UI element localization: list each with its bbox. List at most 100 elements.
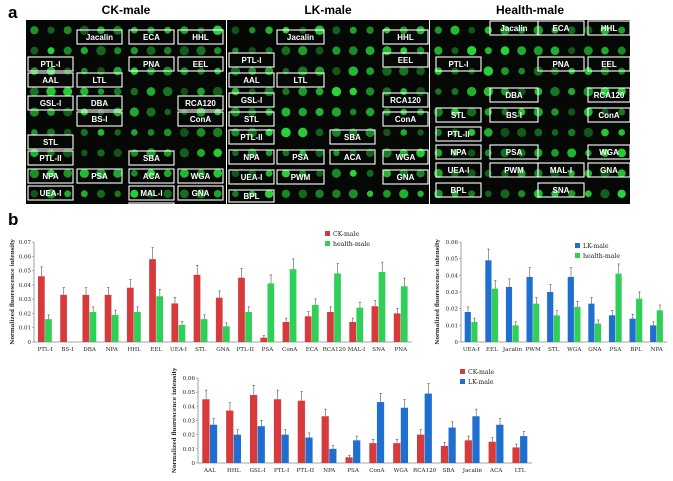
lectin-label-box: UEA-I — [228, 169, 275, 185]
fluorescence-spot — [617, 148, 627, 158]
lectin-label: Jacalin — [287, 33, 314, 42]
fluorescence-spot — [349, 87, 358, 96]
lectin-label-box: WGA — [382, 149, 429, 165]
array-title-ck: CK-male — [101, 3, 151, 17]
bar — [376, 402, 385, 463]
lectin-label: PWM — [504, 166, 524, 175]
fluorescence-spot — [433, 107, 443, 117]
fluorescence-spot — [63, 148, 73, 158]
bar — [38, 276, 45, 342]
fluorescence-spot — [163, 149, 172, 157]
fluorescence-spot — [366, 190, 374, 197]
fluorescence-spot — [348, 189, 358, 199]
lectin-label-box: HHL — [177, 29, 224, 45]
panel-a-letter: a — [8, 3, 18, 22]
x-tick-label: PTL-I — [274, 468, 289, 474]
bar-chart-lk-vs-health: 0 0.01 0.02 0.03 0.04 0.05 0.06 Normalized fluo… — [425, 225, 673, 360]
fluorescence-spot — [551, 129, 559, 136]
fluorescence-spot — [332, 46, 341, 55]
fluorescence-spot — [163, 46, 172, 55]
fluorescence-spot — [47, 128, 55, 137]
x-tick-label: STL — [195, 347, 207, 353]
fluorescence-spot — [80, 190, 88, 198]
bar — [393, 313, 401, 342]
fluorescence-spot — [30, 46, 39, 55]
lectin-label-box: PTL-I — [435, 56, 482, 72]
bar — [553, 315, 560, 342]
fluorescence-spot — [97, 129, 105, 136]
fluorescence-spot — [617, 189, 626, 198]
fluorescence-spot — [331, 168, 341, 178]
bar — [512, 325, 519, 342]
fluorescence-spot — [584, 190, 592, 198]
bar — [520, 436, 528, 463]
bar — [321, 416, 329, 463]
fluorescence-spot — [600, 148, 610, 157]
bar — [615, 273, 622, 342]
fluorescence-spot — [80, 47, 88, 55]
fluorescence-spot — [417, 129, 424, 136]
lectin-label: AAL — [243, 76, 260, 85]
fluorescence-spot — [130, 129, 138, 136]
lectin-label-box: AAL — [27, 72, 74, 88]
fluorescence-spot — [212, 86, 223, 97]
y-tick-label: 0.06 — [19, 254, 32, 260]
x-tick-label: SBA — [443, 468, 456, 474]
fluorescence-spot — [80, 128, 89, 137]
lectin-label-box: STL — [228, 111, 275, 127]
x-tick-label: PSA — [262, 347, 275, 353]
x-tick-label: NPA — [323, 468, 336, 474]
lectin-label: PSA — [506, 148, 523, 157]
legend-label: CK-male — [468, 369, 495, 376]
fluorescence-spot — [416, 148, 425, 158]
microarray-image-health-male: Jacalin ECA HHL PTL-I PNA EEL DBA RCA120 STL BS-I… — [430, 20, 630, 204]
microarray-svg: Jacalin ECA HHL PTL-I PNA EEL DBA RCA120 STL BS-I… — [433, 20, 630, 199]
fluorescence-spot — [601, 128, 609, 137]
y-tick-label: 0.01 — [19, 326, 31, 332]
fluorescence-spot — [618, 108, 626, 116]
fluorescence-spot — [467, 107, 477, 117]
lectin-label-box: ConA — [177, 111, 224, 127]
y-tick-label: 0 — [28, 340, 32, 346]
legend-label: LK-male — [583, 243, 609, 250]
lectin-label-box: PWM — [489, 162, 539, 178]
fluorescence-spot — [416, 87, 426, 97]
fluorescence-spot — [130, 189, 139, 198]
fluorescence-spot — [331, 107, 342, 117]
bar — [156, 296, 164, 342]
fluorescence-spot — [129, 107, 139, 117]
bar — [250, 395, 258, 463]
fluorescence-spot — [63, 169, 72, 178]
fluorescence-spot — [348, 66, 359, 76]
lectin-label: SBA — [143, 154, 160, 163]
y-tick-label: 0.04 — [183, 404, 196, 410]
bar-chart-ck-vs-lk: 0 0.01 0.02 0.03 0.04 0.05 0.06 Normalized fluo… — [160, 367, 540, 481]
fluorescence-spot — [47, 47, 55, 55]
lectin-label-box: ECA — [128, 29, 175, 45]
bar — [267, 283, 275, 342]
fluorescence-spot — [568, 170, 575, 177]
fluorescence-spot — [232, 47, 239, 54]
lectin-label-box: GSL-I — [27, 95, 74, 111]
lectin-label: PTL-I — [449, 60, 469, 69]
legend-label: health-male — [583, 253, 620, 260]
lectin-label: GNA — [397, 173, 415, 182]
fluorescence-spot — [29, 107, 39, 117]
fluorescence-spot — [130, 149, 139, 157]
lectin-label-box: UEA-I — [435, 162, 482, 178]
chart-svg: 0 0.01 0.02 0.03 0.04 0.05 0.06 0.07Normalized … — [10, 231, 412, 353]
fluorescence-spot — [450, 25, 460, 35]
fluorescence-spot — [298, 66, 308, 76]
fluorescence-spot — [282, 149, 290, 157]
bar — [345, 457, 353, 463]
fluorescence-spot — [518, 190, 526, 198]
fluorescence-spot — [265, 169, 273, 177]
lectin-label-box: PTL-II — [27, 150, 74, 166]
lectin-label-box: ConA — [587, 107, 630, 123]
bar — [193, 274, 201, 342]
fluorescence-spot — [298, 107, 308, 117]
y-tick-label: 0.03 — [446, 290, 459, 296]
fluorescence-spot — [451, 169, 459, 178]
bar — [512, 447, 520, 463]
lectin-label-box: DBA — [76, 95, 123, 111]
